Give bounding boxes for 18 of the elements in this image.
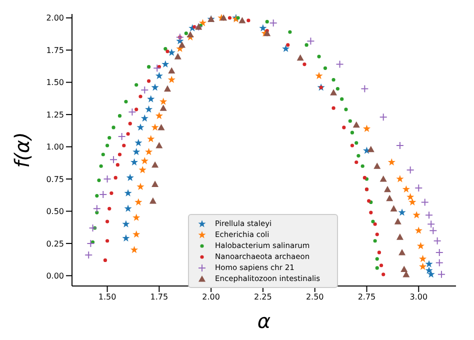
x-axis-title: α	[257, 309, 271, 333]
y-tick-label: 0.50	[46, 207, 64, 216]
y-tick-label: 2.00	[46, 14, 64, 23]
y-tick-label: 1.75	[46, 46, 64, 55]
x-tick-label: 1.75	[150, 292, 168, 302]
y-tick-label: 0.75	[46, 174, 64, 184]
x-tick-label: 1.50	[98, 292, 116, 302]
x-tick-label: 2.75	[358, 292, 376, 302]
y-tick-label: 1.25	[46, 110, 64, 120]
x-tick-label: 2.25	[254, 292, 272, 302]
x-tick-label: 3.00	[410, 292, 428, 302]
y-tick-label: 0.25	[46, 239, 64, 248]
y-tick-label: 1.00	[46, 142, 64, 152]
y-axis-title: f(α)	[10, 132, 34, 168]
y-tick-label: 1.50	[46, 78, 64, 88]
x-tick-label: 2.50	[306, 292, 324, 302]
x-tick-label: 2.00	[202, 292, 220, 302]
y-tick-label: 0.00	[46, 272, 64, 281]
